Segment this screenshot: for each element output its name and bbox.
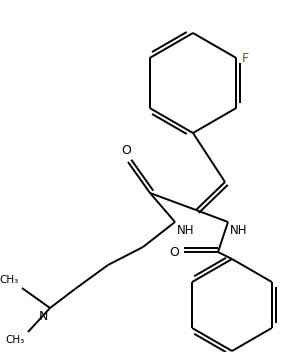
Text: CH₃: CH₃ bbox=[0, 275, 19, 285]
Text: F: F bbox=[241, 51, 248, 64]
Text: O: O bbox=[121, 144, 131, 157]
Text: NH: NH bbox=[177, 224, 195, 237]
Text: O: O bbox=[169, 245, 179, 258]
Text: CH₃: CH₃ bbox=[6, 335, 25, 345]
Text: N: N bbox=[39, 310, 48, 323]
Text: NH: NH bbox=[230, 224, 248, 237]
